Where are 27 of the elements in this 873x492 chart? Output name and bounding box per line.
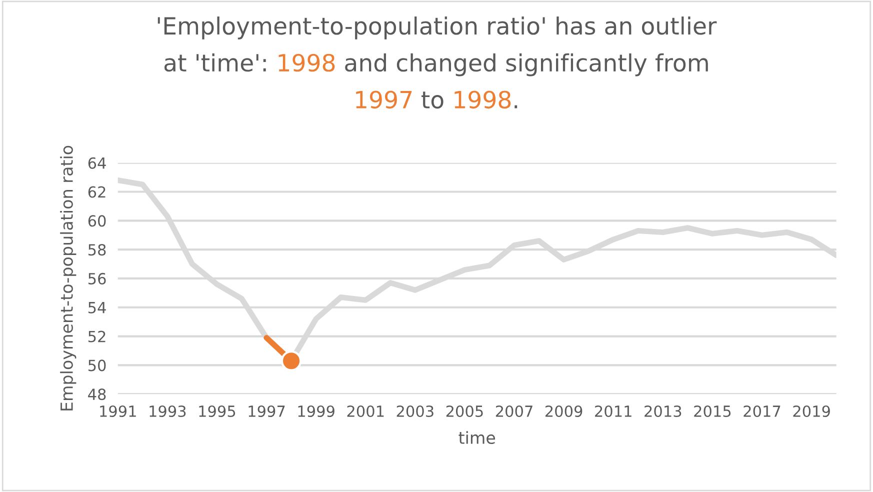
chart-title: 'Employment-to-population ratio' has an outlier at 'time': 1998 and changed significantly from 1997 to 1998. (158, 16, 717, 109)
y-tick-label: 58 (88, 244, 106, 256)
x-tick-label: 2009 (545, 405, 582, 418)
y-tick-label: 48 (88, 388, 106, 400)
y-tick-label: 50 (88, 360, 106, 372)
x-tick-label: 2005 (446, 405, 483, 418)
x-tick-label: 1999 (298, 405, 334, 418)
x-tick-label: 2003 (396, 405, 434, 418)
x-tick-label: 2015 (694, 405, 731, 418)
x-tick-label: 1991 (100, 405, 136, 418)
x-tick-label: 2007 (496, 405, 532, 418)
x-tick-label: 2017 (744, 405, 780, 418)
x-tick-label: 1993 (150, 405, 186, 418)
x-axis-title: time (458, 431, 496, 444)
y-tick-label: 54 (88, 302, 106, 314)
x-tick-label: 2013 (644, 405, 682, 418)
y-tick-label: 60 (88, 215, 106, 227)
x-tick-label: 1997 (248, 405, 285, 418)
y-tick-label: 52 (88, 330, 106, 342)
y-tick-label: 64 (88, 157, 106, 169)
x-tick-label: 1995 (199, 405, 236, 418)
y-tick-label: 56 (88, 272, 106, 284)
x-tick-label: 2011 (595, 405, 632, 418)
x-tick-label: 2001 (347, 405, 384, 418)
y-tick-label: 62 (88, 186, 106, 198)
x-tick-label: 2019 (793, 405, 830, 418)
y-axis-title: Employment-to-population ratio (60, 146, 76, 410)
